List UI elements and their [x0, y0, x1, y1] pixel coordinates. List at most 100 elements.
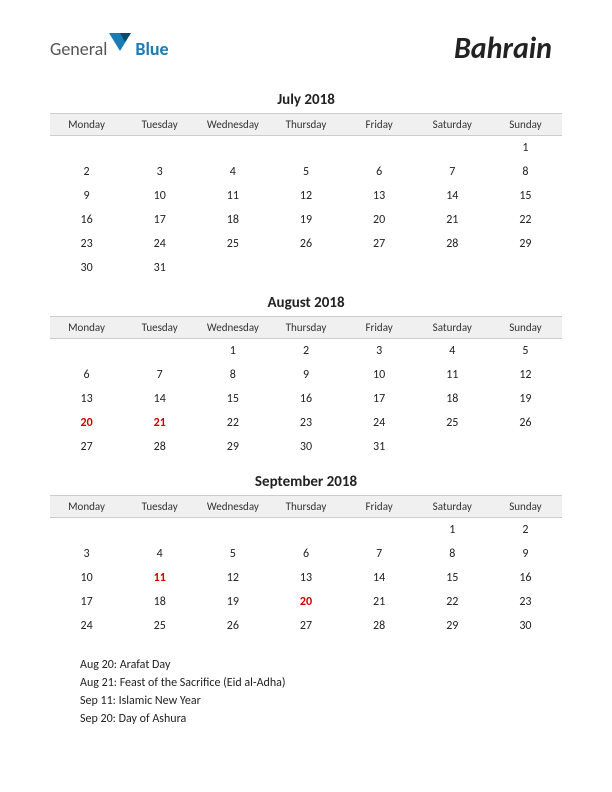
calendar-cell: 29: [416, 614, 489, 638]
calendar-cell: 20: [343, 208, 416, 232]
calendar-cell: 5: [196, 542, 269, 566]
day-header: Saturday: [416, 496, 489, 518]
calendar-cell: 4: [123, 542, 196, 566]
calendar-cell: 28: [123, 435, 196, 459]
calendar-cell: 24: [50, 614, 123, 638]
calendar-cell: 2: [489, 518, 562, 543]
calendar-cell: 22: [489, 208, 562, 232]
calendar-cell: 30: [50, 256, 123, 280]
day-header: Wednesday: [196, 496, 269, 518]
calendar-cell: 29: [489, 232, 562, 256]
month-title: August 2018: [50, 288, 562, 316]
month-block: August 2018MondayTuesdayWednesdayThursda…: [50, 288, 562, 459]
calendar-cell: 28: [416, 232, 489, 256]
calendar-row: 17181920212223: [50, 590, 562, 614]
day-header: Friday: [343, 317, 416, 339]
calendar-cell: 16: [489, 566, 562, 590]
day-header: Thursday: [269, 114, 342, 136]
calendar-cell: 21: [416, 208, 489, 232]
calendar-cell: 9: [489, 542, 562, 566]
day-header: Tuesday: [123, 114, 196, 136]
day-header: Monday: [50, 114, 123, 136]
day-header: Sunday: [489, 317, 562, 339]
calendar-row: 3456789: [50, 542, 562, 566]
calendar-cell: 12: [196, 566, 269, 590]
calendar-cell: 1: [489, 136, 562, 161]
calendar-row: 23242526272829: [50, 232, 562, 256]
calendar-cell: 8: [196, 363, 269, 387]
calendar-cell: [489, 256, 562, 280]
logo: General Blue: [50, 38, 169, 60]
calendar-cell: 13: [269, 566, 342, 590]
calendar-row: 6789101112: [50, 363, 562, 387]
calendar-cell: [123, 339, 196, 364]
holiday-line: Aug 20: Arafat Day: [80, 656, 532, 674]
calendar-cell: 17: [343, 387, 416, 411]
calendar-cell: 26: [196, 614, 269, 638]
calendar-row: 12: [50, 518, 562, 543]
calendar-cell: 10: [123, 184, 196, 208]
calendar-cell: 19: [196, 590, 269, 614]
calendar-row: 16171819202122: [50, 208, 562, 232]
calendar-row: 12345: [50, 339, 562, 364]
calendar-cell: 11: [123, 566, 196, 590]
day-header: Sunday: [489, 114, 562, 136]
logo-text-general: General: [50, 38, 107, 60]
calendar-cell: 31: [343, 435, 416, 459]
calendar-cell: [343, 518, 416, 543]
calendar-cell: 22: [416, 590, 489, 614]
calendar-cell: 31: [123, 256, 196, 280]
calendar-cell: [489, 435, 562, 459]
calendar-cell: [269, 136, 342, 161]
month-title: July 2018: [50, 85, 562, 113]
day-header: Saturday: [416, 317, 489, 339]
holidays-list: Aug 20: Arafat DayAug 21: Feast of the S…: [0, 638, 612, 746]
calendar-cell: 25: [123, 614, 196, 638]
holiday-line: Sep 11: Islamic New Year: [80, 692, 532, 710]
calendar-cell: 5: [489, 339, 562, 364]
calendar-cell: 4: [196, 160, 269, 184]
calendar-cell: [416, 256, 489, 280]
calendar-cell: 3: [343, 339, 416, 364]
day-header: Thursday: [269, 496, 342, 518]
calendar-cell: [196, 136, 269, 161]
calendar-cell: 23: [50, 232, 123, 256]
calendar-cell: 14: [416, 184, 489, 208]
calendar-cell: 1: [196, 339, 269, 364]
calendar-cell: 23: [489, 590, 562, 614]
calendar-cell: 2: [269, 339, 342, 364]
calendar-cell: 21: [123, 411, 196, 435]
calendar-cell: 10: [343, 363, 416, 387]
calendar-cell: 2: [50, 160, 123, 184]
calendar-cell: 25: [416, 411, 489, 435]
calendar-cell: 25: [196, 232, 269, 256]
calendar-cell: 28: [343, 614, 416, 638]
day-header: Saturday: [416, 114, 489, 136]
calendar-cell: 15: [196, 387, 269, 411]
calendar-cell: 27: [269, 614, 342, 638]
month-block: September 2018MondayTuesdayWednesdayThur…: [50, 467, 562, 638]
calendar-cell: 6: [50, 363, 123, 387]
calendar-cell: 7: [416, 160, 489, 184]
calendar-row: 3031: [50, 256, 562, 280]
day-header: Monday: [50, 496, 123, 518]
calendar-cell: 18: [416, 387, 489, 411]
day-header: Friday: [343, 114, 416, 136]
calendar-cell: 30: [269, 435, 342, 459]
calendar-cell: 21: [343, 590, 416, 614]
calendar-cell: 6: [343, 160, 416, 184]
logo-triangle-icon: [109, 33, 131, 58]
calendar-cell: 26: [489, 411, 562, 435]
calendar-cell: [269, 518, 342, 543]
calendar-cell: 3: [50, 542, 123, 566]
calendar-cell: 12: [269, 184, 342, 208]
calendar-cell: 19: [269, 208, 342, 232]
calendar-row: 2728293031: [50, 435, 562, 459]
calendar-row: 1: [50, 136, 562, 161]
calendar-table: MondayTuesdayWednesdayThursdayFridaySatu…: [50, 113, 562, 280]
calendar-cell: 18: [123, 590, 196, 614]
calendar-cell: 24: [343, 411, 416, 435]
calendar-cell: 16: [50, 208, 123, 232]
calendar-cell: [196, 256, 269, 280]
day-header: Friday: [343, 496, 416, 518]
